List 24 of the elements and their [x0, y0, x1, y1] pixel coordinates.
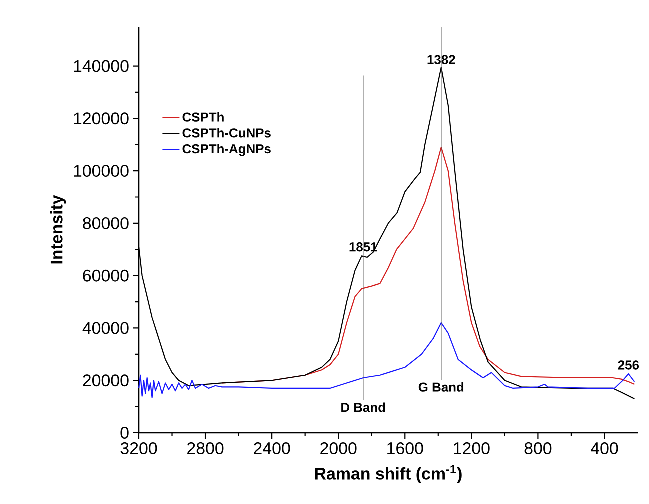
x-tick-label: 2400	[254, 442, 290, 454]
y-tick-label: 40000	[82, 322, 129, 334]
ref-line-label: D Band	[342, 402, 386, 412]
legend-label: CSPTh	[182, 112, 224, 122]
x-axis-title: Raman shift (cm$^{-1}$)	[315, 465, 462, 484]
x-tick-label: 800	[524, 442, 552, 454]
y-tick-label: 140000	[74, 60, 129, 72]
x-tick-label: 1600	[388, 442, 424, 454]
x-tick-label: 400	[590, 442, 618, 454]
legend-label: CSPTh-CuNPs	[182, 128, 271, 138]
legend-label: CSPTh-AgNPs	[182, 144, 271, 156]
x-tick-label: 1200	[454, 442, 490, 454]
x-tick-label: 2800	[188, 442, 224, 454]
y-tick-label: 0	[120, 427, 129, 439]
x-tick-label: 2000	[320, 442, 357, 454]
y-axis-title: Intensity	[50, 195, 66, 264]
ref-line-label: G Band	[418, 382, 464, 392]
x-tick-label: 3200	[120, 442, 158, 454]
annotation: 256	[618, 360, 640, 370]
y-tick-label: 20000	[83, 374, 129, 387]
y-tick-label: 80000	[83, 217, 129, 230]
y-tick-label: 60000	[83, 270, 129, 282]
y-tick-label: 120000	[74, 112, 129, 125]
y-tick-label: 100000	[74, 165, 129, 178]
